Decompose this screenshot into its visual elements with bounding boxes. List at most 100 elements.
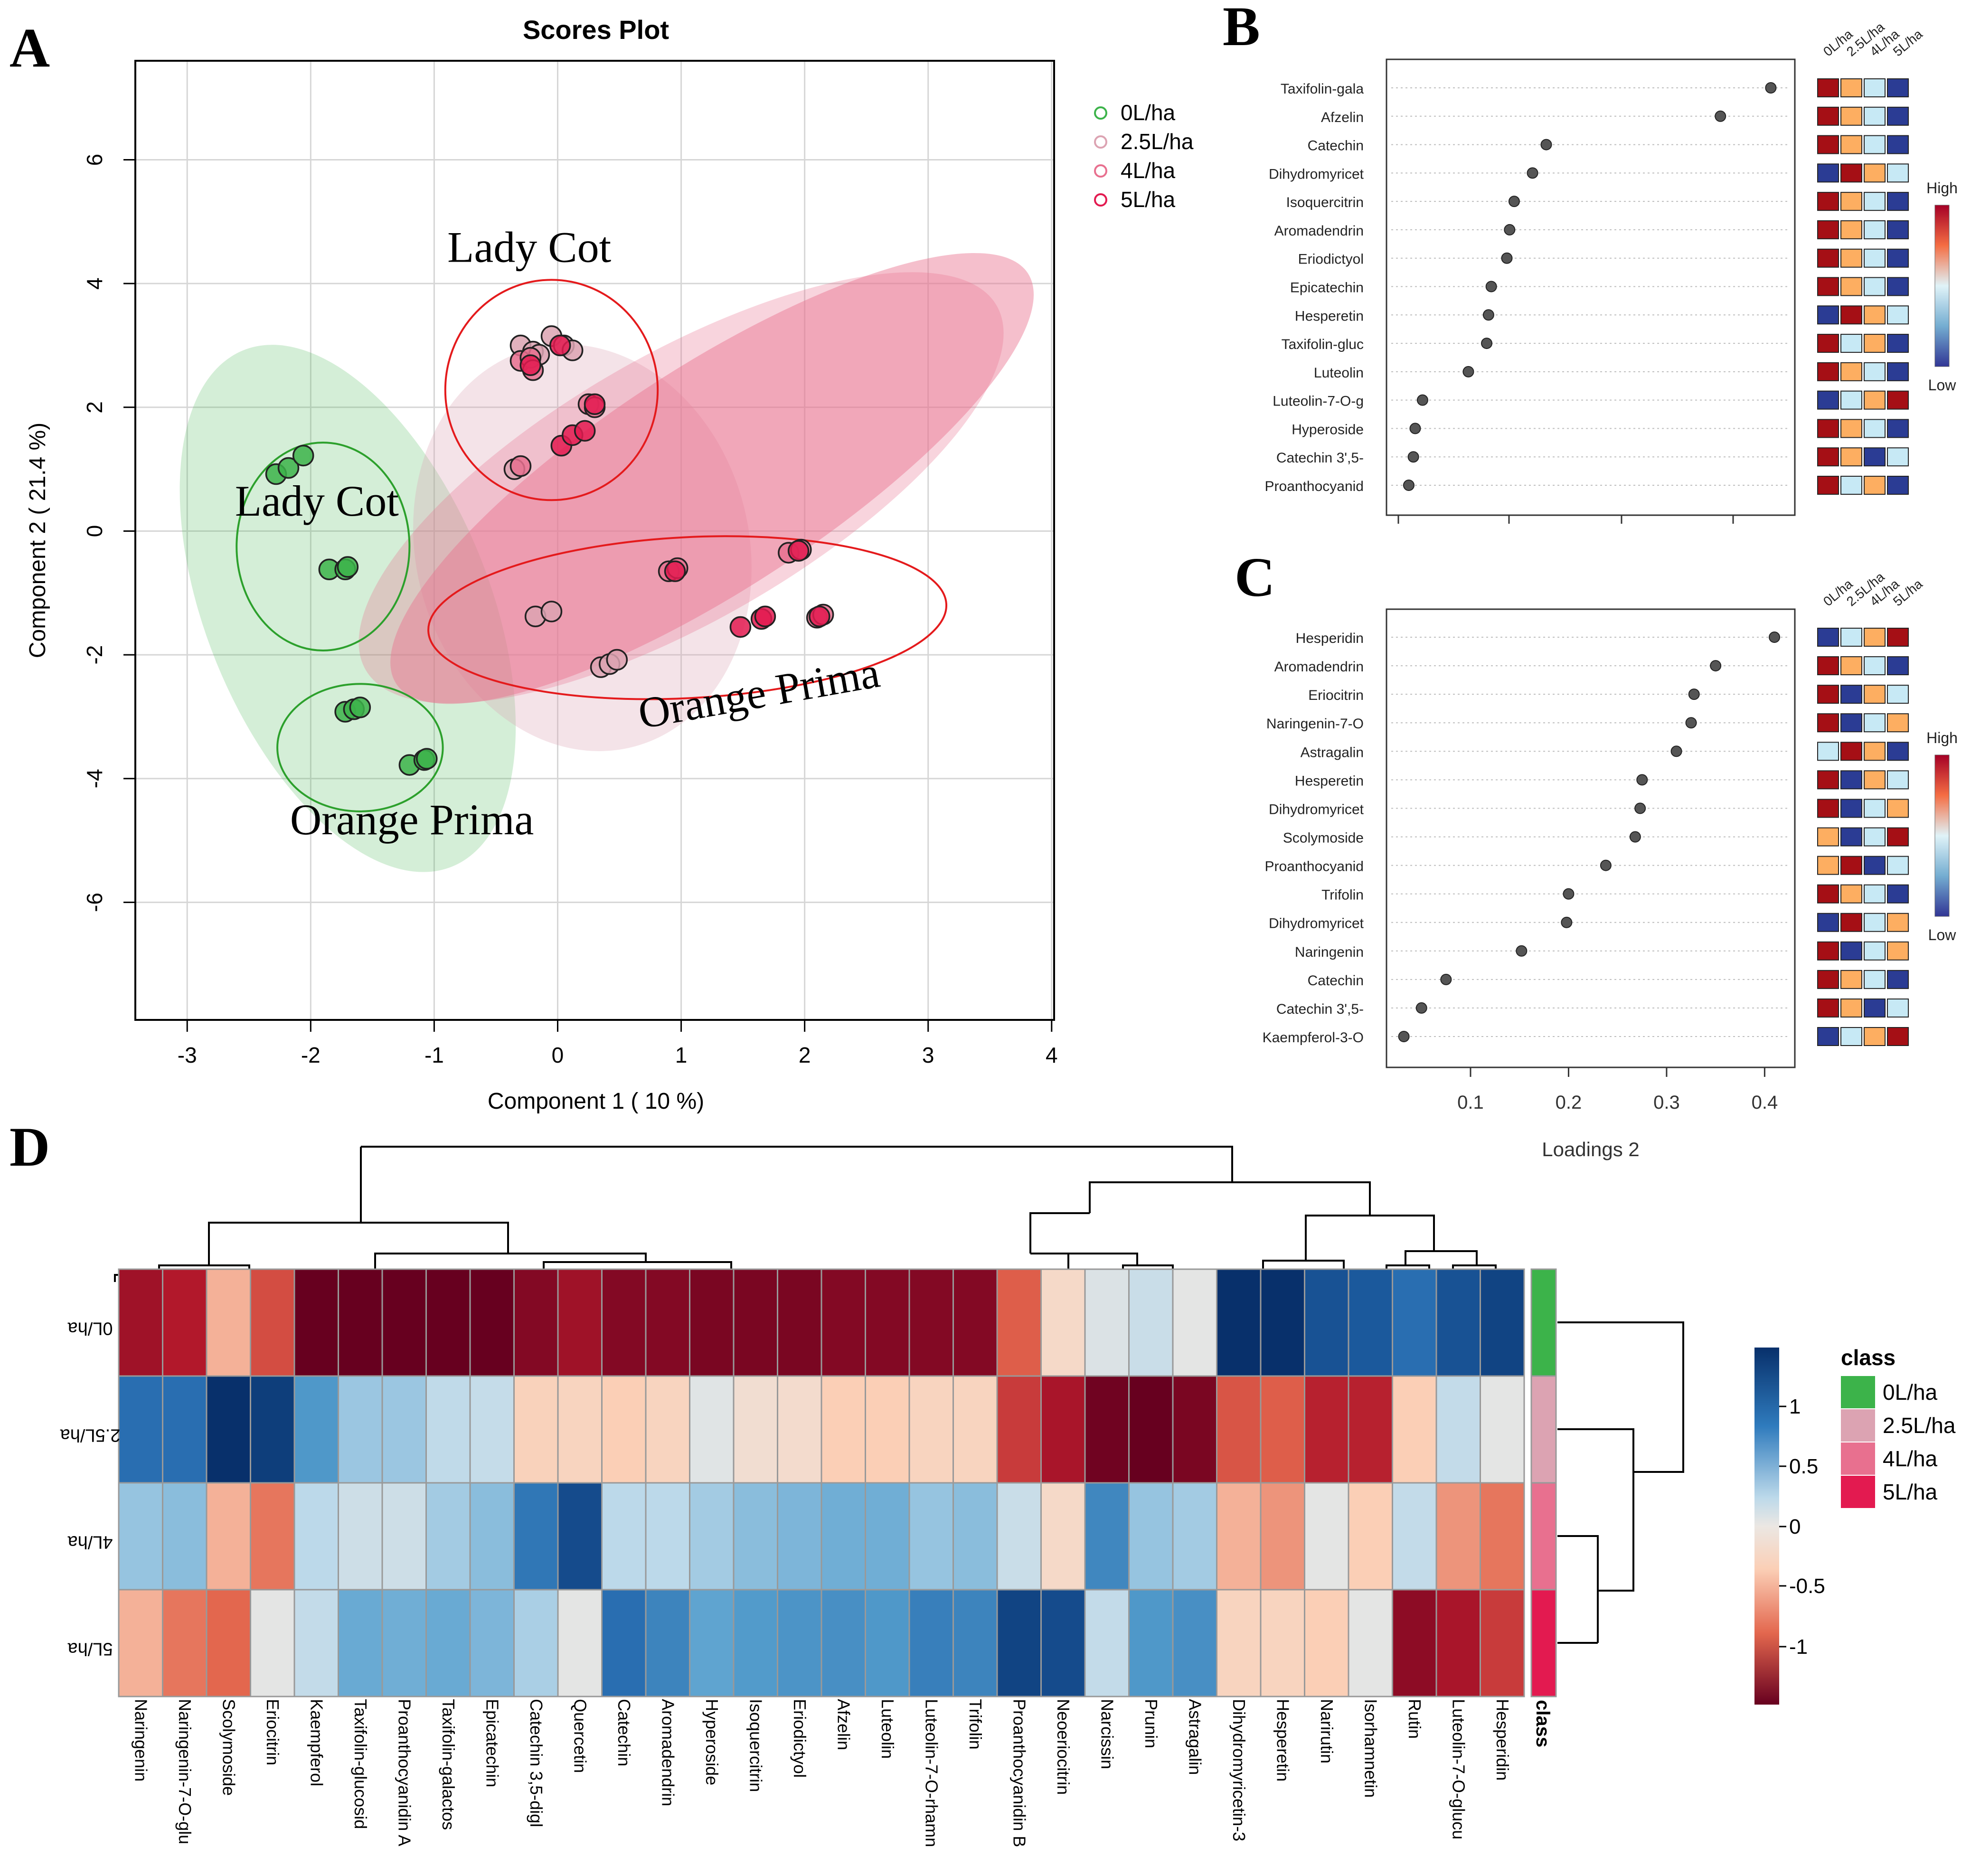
- group-tile: [1887, 334, 1909, 353]
- group-tile: [1840, 334, 1862, 353]
- feature-label: Scolymoside: [1283, 830, 1364, 846]
- group-tile: [1840, 78, 1862, 97]
- feature-label: Catechin: [1308, 138, 1364, 154]
- heatmap-cell: [162, 1589, 207, 1697]
- heatmap-cell: [1435, 1268, 1481, 1377]
- group-tile: [1864, 135, 1886, 154]
- group-tile: [1864, 277, 1886, 296]
- legend-label: 2.5L/ha: [1121, 129, 1194, 154]
- loading-point: [1769, 632, 1781, 643]
- group-tile: [1840, 970, 1862, 989]
- score-point: [754, 605, 776, 628]
- heatmap-cell: [689, 1482, 735, 1591]
- group-tile: [1887, 192, 1909, 211]
- heatmap-cell: [1216, 1375, 1262, 1484]
- score-point: [349, 697, 371, 718]
- score-point: [519, 354, 542, 376]
- loadings-panel-b: Taxifolin-gala Afzelin Catechin Dihydromyri…: [1265, 19, 1958, 524]
- loading-x-tick-label: 0.2: [1556, 1092, 1582, 1113]
- column-label: Prunin: [1141, 1699, 1161, 1748]
- group-ellipses: [179, 253, 1034, 872]
- heatmap-cell: [425, 1589, 471, 1697]
- group-tile: [1817, 362, 1839, 381]
- loading-point: [1485, 281, 1497, 292]
- group-tile: [1817, 106, 1839, 126]
- heatmap-cell: [250, 1268, 295, 1377]
- group-tile: [1864, 305, 1886, 325]
- heatmap-cell: [1172, 1268, 1217, 1377]
- heatmap-cell: [293, 1375, 339, 1484]
- feature-label: Afzelin: [1321, 110, 1364, 125]
- group-tile: [1840, 106, 1862, 126]
- loadings-panel-c: Hesperidin Aromadendrin Eriocitrin Naringen…: [1263, 569, 1958, 1160]
- loading-point: [1416, 394, 1428, 406]
- loading-point: [1508, 196, 1520, 207]
- group-tile: [1864, 390, 1886, 410]
- heatmap-cell: [557, 1375, 603, 1484]
- group-tile: [1887, 447, 1909, 467]
- group-tile: [1817, 913, 1839, 932]
- column-label: Epicatechin: [482, 1699, 502, 1787]
- column-label: Scolymoside: [219, 1699, 238, 1796]
- group-tile: [1840, 998, 1862, 1018]
- heatmap-cell: [338, 1268, 383, 1377]
- group-tile: [1817, 1027, 1839, 1046]
- cluster-circle: [236, 442, 411, 651]
- heatmap-cell: [118, 1375, 163, 1484]
- feature-label: Dihydromyricet: [1269, 801, 1364, 817]
- heatmap-color-legend: 1 0.5 0 -0.5 -1: [1754, 1348, 1825, 1705]
- heatmap-cell: [733, 1375, 778, 1484]
- group-tile: [1840, 856, 1862, 875]
- group-tile: [1817, 419, 1839, 438]
- group-tile: [1887, 277, 1909, 296]
- score-points: [265, 325, 834, 776]
- column-label: Hyperoside: [702, 1699, 722, 1785]
- class-cell: [1530, 1482, 1557, 1591]
- loading-point: [1634, 802, 1646, 814]
- loading-point: [1403, 480, 1415, 491]
- loading-point: [1710, 660, 1722, 672]
- heatmap-cell: [1040, 1589, 1086, 1697]
- group-tile: [1840, 248, 1862, 268]
- x-tick-label: 1: [675, 1043, 688, 1067]
- score-point: [606, 649, 628, 671]
- feature-label: Taxifolin-gala: [1281, 81, 1364, 97]
- feature-label: Naringenin: [1295, 944, 1364, 960]
- legend-tick-label: -1: [1789, 1635, 1808, 1659]
- column-label: Catechin: [614, 1699, 634, 1766]
- heatmap-cell: [1172, 1375, 1217, 1484]
- heatmap-cell: [1040, 1268, 1086, 1377]
- loading-point: [1407, 451, 1419, 463]
- loading-point: [1688, 688, 1700, 700]
- score-point: [787, 540, 810, 562]
- heatmap-cell: [689, 1589, 735, 1697]
- feature-label: Aromadendrin: [1274, 659, 1364, 675]
- class-legend-label: 0L/ha: [1883, 1380, 1938, 1405]
- feature-label: Luteolin: [1314, 365, 1364, 381]
- heatmap-cell: [1128, 1482, 1174, 1591]
- panel-label-b: B: [1223, 0, 1260, 57]
- loadings-c-body: Hesperidin Aromadendrin Eriocitrin Naringen…: [1263, 569, 1958, 1113]
- group-tile: [1887, 362, 1909, 381]
- group-tile: [1864, 913, 1886, 932]
- group-tile: [1864, 770, 1886, 790]
- feature-label: Kaempferol-3-O: [1263, 1030, 1364, 1046]
- loading-x-tick-label: 0.1: [1457, 1092, 1484, 1113]
- heatmap-cell: [1260, 1482, 1305, 1591]
- group-tile: [1887, 913, 1909, 932]
- score-point: [337, 556, 359, 578]
- column-label: Quercetin: [570, 1699, 590, 1773]
- column-label: Catechin 3,5-digl: [527, 1699, 546, 1827]
- heatmap-cell: [865, 1268, 910, 1377]
- group-tile: [1840, 419, 1862, 438]
- heatmap-cell: [338, 1589, 383, 1697]
- class-cell: [1530, 1589, 1557, 1697]
- heatmap-cell: [381, 1589, 427, 1697]
- row-dendrogram: [1557, 1321, 1684, 1644]
- heatmap-cell: [162, 1482, 207, 1591]
- heatmap-cell: [820, 1589, 866, 1697]
- group-tile: [1840, 713, 1862, 733]
- loadings-x-label: Loadings 2: [1542, 1138, 1640, 1160]
- column-label: Trifolin: [966, 1699, 985, 1750]
